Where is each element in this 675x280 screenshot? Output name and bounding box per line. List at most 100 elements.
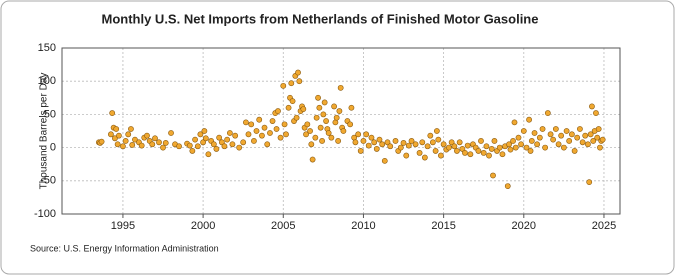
point xyxy=(261,124,268,131)
point xyxy=(384,139,391,146)
point xyxy=(202,135,209,142)
point xyxy=(376,136,383,143)
point xyxy=(408,138,415,144)
point xyxy=(307,128,313,134)
point xyxy=(285,104,292,111)
point xyxy=(295,69,301,76)
point xyxy=(504,183,511,190)
point xyxy=(488,146,495,152)
point xyxy=(499,151,506,158)
point xyxy=(273,126,280,132)
point xyxy=(542,144,549,151)
point xyxy=(317,124,324,131)
point xyxy=(168,130,174,136)
chart-title: Monthly U.S. Net Imports from Netherland… xyxy=(102,11,539,26)
point xyxy=(412,141,419,148)
point xyxy=(587,131,594,138)
y-tick-label: -50 xyxy=(40,175,56,187)
point xyxy=(213,146,220,152)
point xyxy=(451,143,458,150)
point xyxy=(320,111,327,118)
point xyxy=(232,132,239,139)
point xyxy=(108,131,114,138)
point xyxy=(363,131,370,138)
x-tick-label: 2005 xyxy=(271,220,295,232)
point xyxy=(490,172,496,179)
point xyxy=(467,151,474,158)
point xyxy=(403,152,410,159)
point xyxy=(360,138,367,144)
point xyxy=(511,119,518,126)
point xyxy=(368,134,375,141)
point xyxy=(264,141,271,148)
point xyxy=(595,126,602,132)
point xyxy=(566,138,573,144)
point xyxy=(515,134,522,141)
point xyxy=(116,132,122,139)
point xyxy=(435,136,442,143)
y-tick-label: -100 xyxy=(34,208,56,220)
point xyxy=(381,157,388,164)
point xyxy=(189,148,196,154)
point xyxy=(333,114,340,121)
x-tick-label: 2010 xyxy=(351,220,375,232)
point xyxy=(421,154,428,161)
point xyxy=(309,156,316,163)
point xyxy=(160,144,166,151)
point xyxy=(531,130,538,136)
point xyxy=(483,143,490,150)
point xyxy=(201,128,208,134)
point xyxy=(397,144,404,151)
point xyxy=(129,142,136,148)
point xyxy=(464,142,471,149)
point xyxy=(400,140,407,146)
point xyxy=(582,132,589,139)
point xyxy=(526,116,532,123)
point xyxy=(547,131,554,138)
point xyxy=(289,98,296,105)
point xyxy=(560,144,567,151)
point xyxy=(440,141,447,148)
x-tick-label: 2025 xyxy=(592,220,616,232)
point xyxy=(355,131,362,138)
y-tick-label: 50 xyxy=(44,108,56,120)
point xyxy=(267,130,273,136)
point xyxy=(256,116,263,123)
point xyxy=(335,138,342,144)
point xyxy=(558,132,565,139)
point xyxy=(216,134,223,141)
point xyxy=(109,110,116,116)
point xyxy=(478,138,484,144)
point xyxy=(281,121,288,128)
point xyxy=(568,131,575,138)
point xyxy=(536,134,543,141)
point xyxy=(552,126,559,132)
point xyxy=(321,99,328,106)
source: Source: U.S. Energy Information Administ… xyxy=(30,243,219,253)
point xyxy=(432,148,439,154)
point xyxy=(527,148,534,154)
point xyxy=(316,104,323,111)
point xyxy=(243,119,249,126)
point xyxy=(186,142,193,149)
point xyxy=(340,128,347,134)
point xyxy=(194,143,201,150)
point xyxy=(293,114,300,121)
point xyxy=(300,106,307,112)
point xyxy=(427,132,434,139)
point xyxy=(448,139,455,146)
point xyxy=(221,143,228,150)
point xyxy=(544,110,551,116)
point xyxy=(392,138,399,144)
point xyxy=(251,138,257,144)
point xyxy=(518,141,524,148)
point xyxy=(275,108,281,114)
point xyxy=(454,148,460,154)
point xyxy=(510,138,516,144)
point xyxy=(156,139,162,146)
point xyxy=(574,134,581,141)
x-tick-label: 2020 xyxy=(512,220,536,232)
point xyxy=(585,141,591,148)
point xyxy=(491,138,498,144)
